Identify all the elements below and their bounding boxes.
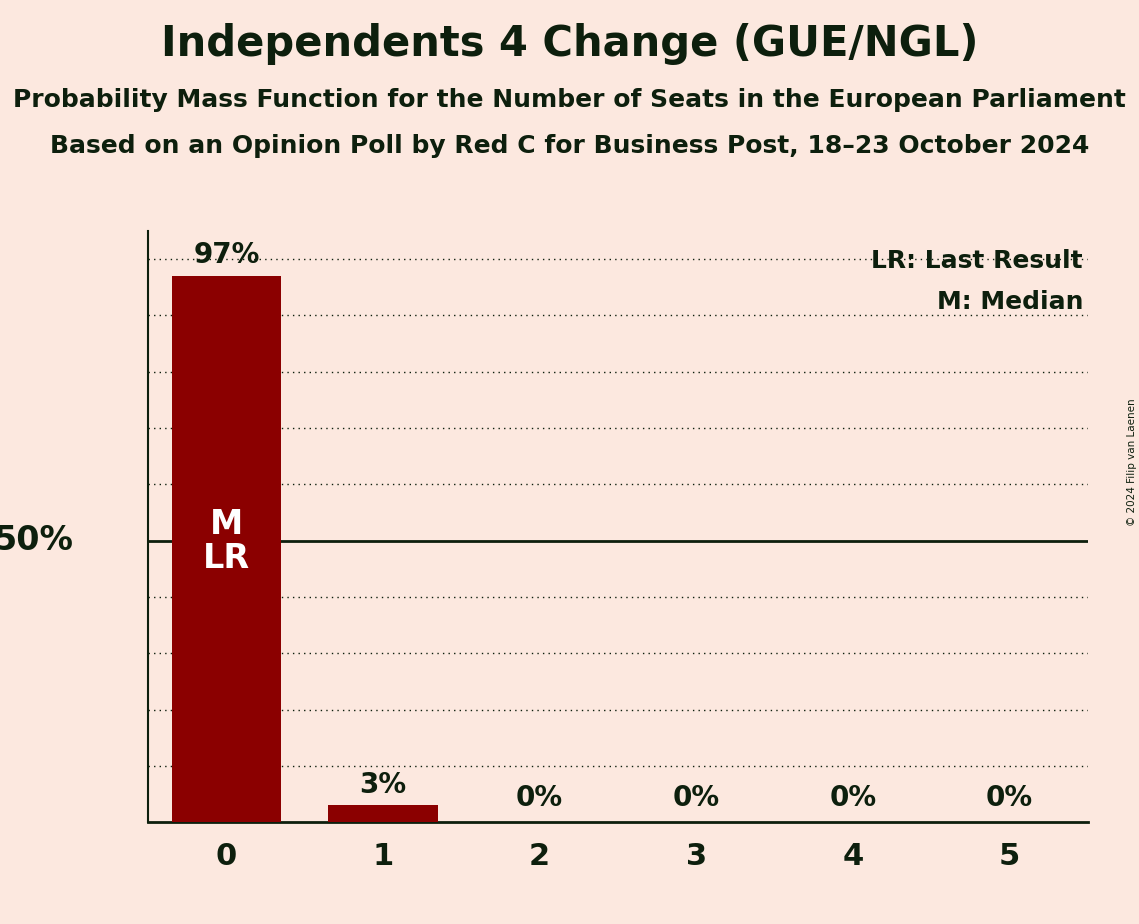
Text: LR: LR (203, 541, 249, 575)
Text: 0%: 0% (516, 784, 563, 812)
Text: Probability Mass Function for the Number of Seats in the European Parliament: Probability Mass Function for the Number… (13, 88, 1126, 112)
Text: 0%: 0% (829, 784, 876, 812)
Text: 3%: 3% (360, 771, 407, 798)
Text: 0%: 0% (986, 784, 1033, 812)
Text: LR: Last Result: LR: Last Result (871, 249, 1083, 273)
Text: 50%: 50% (0, 524, 73, 557)
Bar (172, 276, 281, 822)
Text: M: M (210, 508, 243, 541)
Bar (328, 806, 437, 822)
Text: © 2024 Filip van Laenen: © 2024 Filip van Laenen (1126, 398, 1137, 526)
Text: Based on an Opinion Poll by Red C for Business Post, 18–23 October 2024: Based on an Opinion Poll by Red C for Bu… (50, 134, 1089, 158)
Text: 0%: 0% (673, 784, 720, 812)
Text: 97%: 97% (194, 241, 260, 269)
Text: Independents 4 Change (GUE/NGL): Independents 4 Change (GUE/NGL) (161, 23, 978, 65)
Text: M: Median: M: Median (936, 290, 1083, 314)
